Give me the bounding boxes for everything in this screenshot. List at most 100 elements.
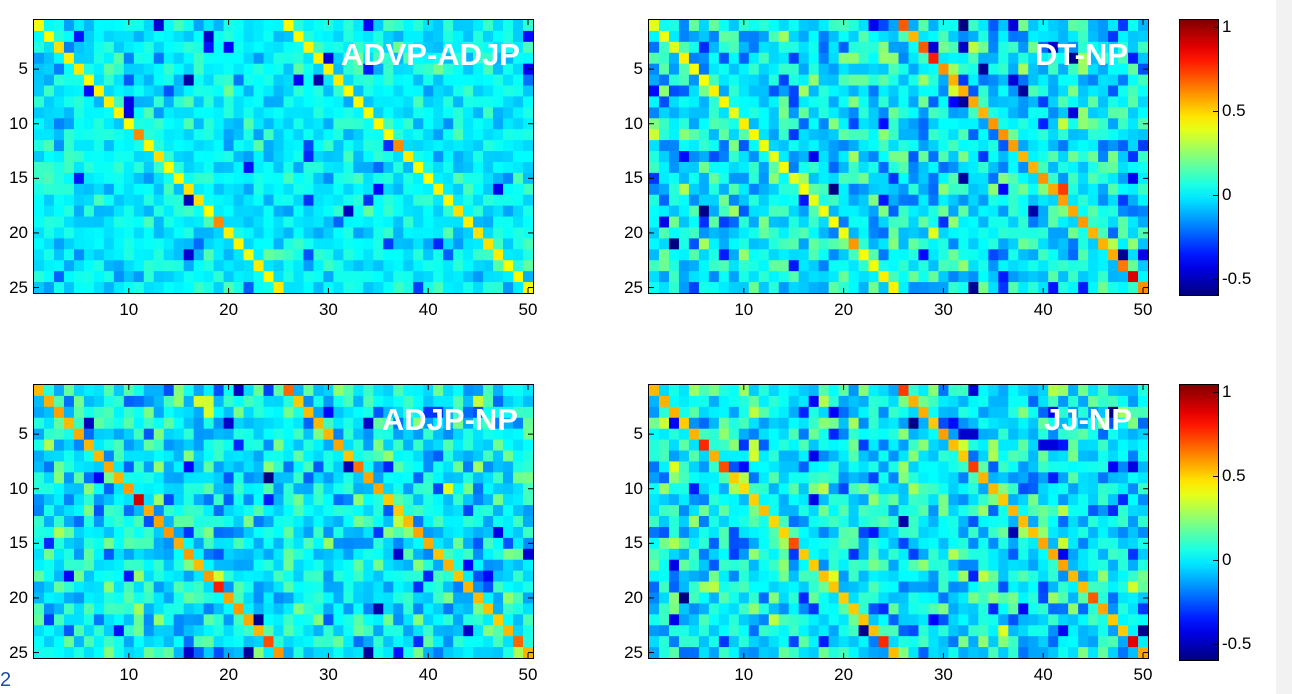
cell-r23-c26 <box>283 260 295 272</box>
cell-r23-c28 <box>303 625 315 637</box>
cell-r22-c37 <box>393 614 404 626</box>
cell-r8-c6 <box>698 461 710 473</box>
cell-r21-c22 <box>243 603 255 615</box>
cell-r5-c31 <box>333 63 344 76</box>
cell-r6-c1 <box>649 74 660 87</box>
cell-r6-c31 <box>948 74 959 87</box>
cell-r4-c27 <box>293 417 305 430</box>
cell-r9-c45 <box>473 472 484 484</box>
cell-r6-c19 <box>828 439 840 452</box>
cell-r20-c9 <box>728 227 740 239</box>
cell-r16-c29 <box>313 183 325 196</box>
cell-r19-c37 <box>1008 216 1019 229</box>
cell-r21-c50 <box>523 603 533 615</box>
cell-r10-c1 <box>34 118 45 130</box>
cell-r20-c29 <box>313 227 325 239</box>
cell-r17-c16 <box>798 194 810 207</box>
cell-r1-c28 <box>303 385 315 397</box>
cell-r20-c24 <box>878 592 890 604</box>
cell-r25-c3 <box>668 282 680 293</box>
cell-r4-c23 <box>253 52 265 65</box>
cell-r5-c2 <box>658 63 670 76</box>
cell-r19-c16 <box>183 216 195 229</box>
cell-r15-c38 <box>1018 537 1029 550</box>
cell-r15-c48 <box>503 172 514 185</box>
cell-r21-c35 <box>988 603 999 615</box>
cell-r9-c8 <box>103 472 115 484</box>
cell-r24-c15 <box>173 271 185 283</box>
cell-r3-c29 <box>313 41 325 54</box>
cell-r11-c48 <box>503 494 514 506</box>
cell-r14-c35 <box>988 161 999 174</box>
cell-r22-c41 <box>1048 614 1059 626</box>
cell-r11-c4 <box>63 129 75 141</box>
cell-r25-c11 <box>133 282 145 293</box>
cell-r11-c42 <box>1058 494 1069 506</box>
cell-r13-c37 <box>393 151 404 163</box>
cell-r4-c13 <box>153 52 165 65</box>
cell-r24-c23 <box>868 271 880 283</box>
cell-r18-c5 <box>688 570 700 583</box>
x-tick-label: 50 <box>518 300 538 319</box>
cell-r20-c26 <box>898 227 910 239</box>
cell-r12-c18 <box>818 140 830 152</box>
cell-r19-c43 <box>1068 216 1079 229</box>
cell-r12-c14 <box>163 140 175 152</box>
cell-r7-c19 <box>828 450 840 463</box>
cell-r23-c45 <box>473 260 484 272</box>
cell-r20-c9 <box>113 227 125 239</box>
cell-r14-c25 <box>273 161 285 174</box>
cell-r20-c36 <box>998 592 1009 604</box>
cell-r23-c23 <box>868 625 880 637</box>
cell-r17-c40 <box>423 194 434 207</box>
cell-r22-c20 <box>223 614 235 626</box>
cell-r17-c44 <box>463 559 474 572</box>
cell-r3-c37 <box>393 41 404 54</box>
cell-r14-c14 <box>778 161 790 174</box>
cell-r10-c42 <box>443 483 454 495</box>
cell-r21-c48 <box>503 238 514 250</box>
cell-r6-c2 <box>43 74 55 87</box>
cell-r19-c12 <box>758 581 770 594</box>
cell-r18-c18 <box>203 570 215 583</box>
cell-r6-c8 <box>718 439 730 452</box>
cell-r21-c34 <box>363 238 374 250</box>
cell-r12-c15 <box>173 505 185 517</box>
cell-r16-c20 <box>223 183 235 196</box>
cell-r14-c24 <box>263 161 275 174</box>
cell-r5-c36 <box>383 428 394 441</box>
cell-r19-c16 <box>798 581 810 594</box>
cell-r10-c6 <box>698 483 710 495</box>
cell-r4-c34 <box>978 417 989 430</box>
cell-r21-c16 <box>183 603 195 615</box>
cell-r19-c6 <box>698 581 710 594</box>
cell-r22-c20 <box>838 249 850 261</box>
cell-r1-c22 <box>243 20 255 32</box>
cell-r8-c41 <box>433 461 444 473</box>
cell-r6-c17 <box>193 74 205 87</box>
x-tick-label: 10 <box>734 300 754 319</box>
cell-r12-c34 <box>363 140 374 152</box>
cell-r2-c47 <box>493 395 504 408</box>
cell-r18-c25 <box>888 570 900 583</box>
cell-r6-c37 <box>393 74 404 87</box>
cell-r3-c16 <box>183 41 195 54</box>
cell-r23-c44 <box>1078 625 1089 637</box>
cell-r15-c16 <box>183 537 195 550</box>
cell-r14-c36 <box>998 161 1009 174</box>
cell-r23-c20 <box>223 625 235 637</box>
cell-r16-c19 <box>828 183 840 196</box>
cell-r20-c28 <box>303 227 315 239</box>
cell-r14-c33 <box>353 526 364 539</box>
cell-r17-c39 <box>413 194 424 207</box>
cell-r4-c42 <box>443 417 454 430</box>
cell-r17-c4 <box>678 194 690 207</box>
cell-r15-c24 <box>263 172 275 185</box>
cell-r15-c35 <box>373 537 384 550</box>
cell-r14-c42 <box>1058 526 1069 539</box>
cell-r21-c47 <box>493 238 504 250</box>
cell-r6-c29 <box>313 439 325 452</box>
cell-r8-c30 <box>938 96 949 108</box>
cell-r16-c46 <box>1098 183 1109 196</box>
cell-r3-c6 <box>698 406 710 419</box>
